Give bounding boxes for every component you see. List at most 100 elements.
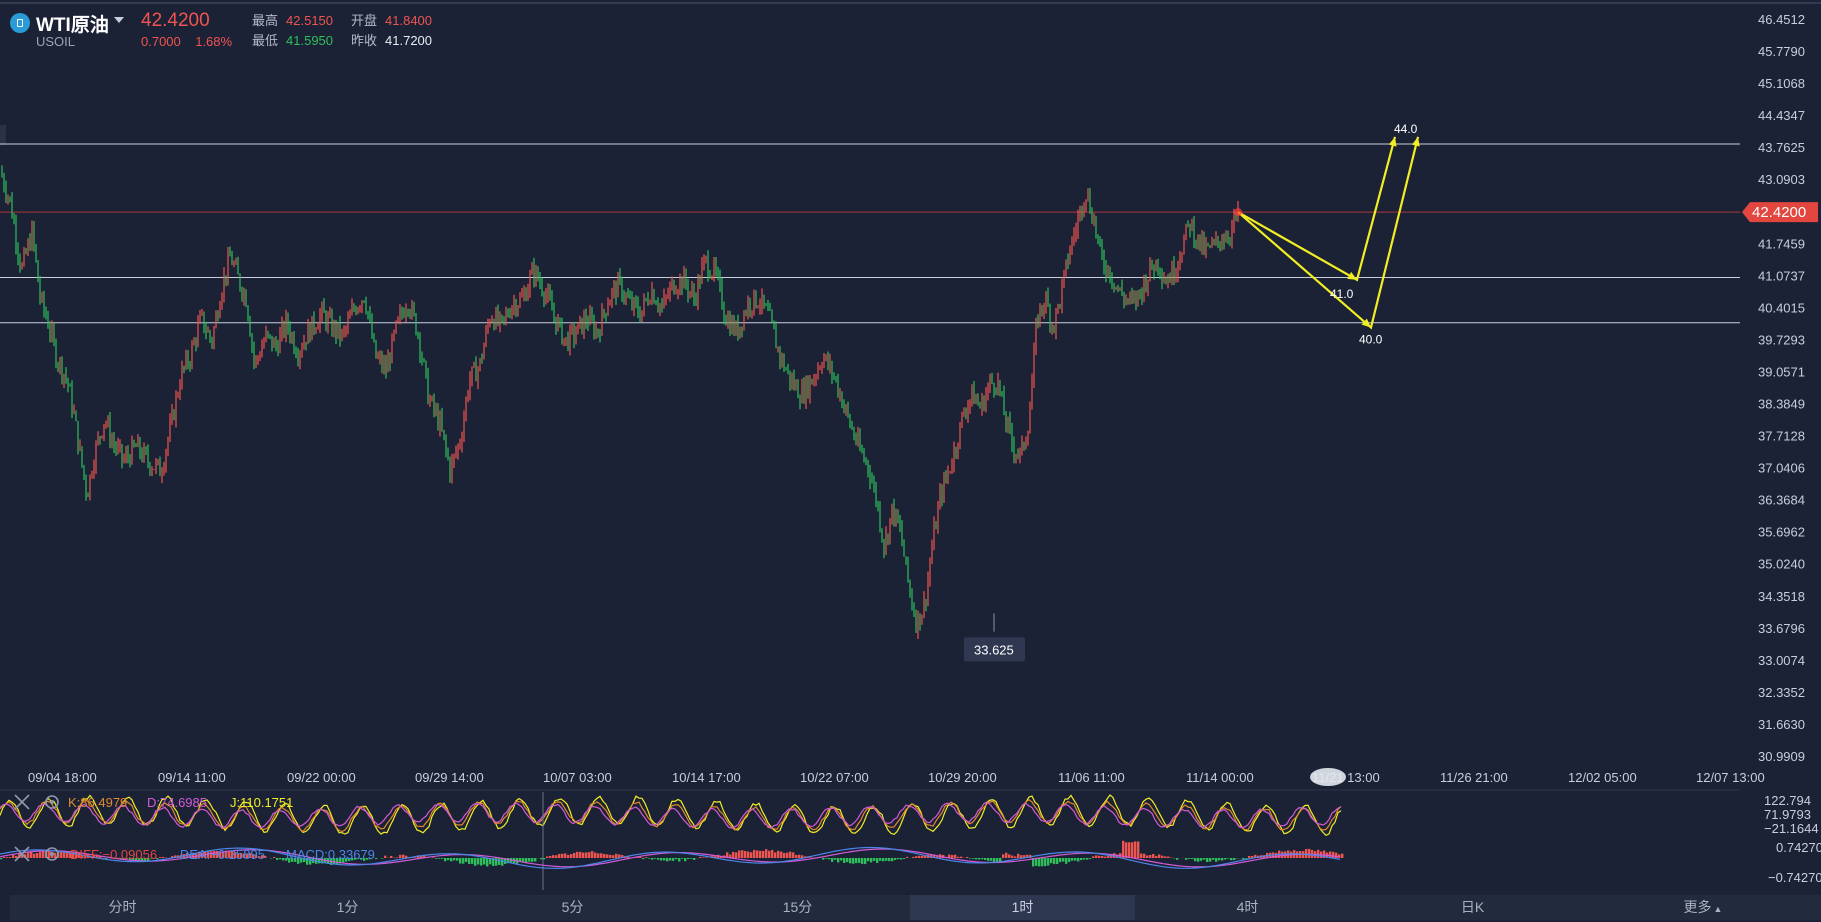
macd-bar bbox=[555, 855, 557, 858]
macd-bar bbox=[1062, 858, 1064, 862]
macd-bar bbox=[1080, 858, 1082, 860]
macd-bar bbox=[828, 858, 830, 859]
macd-bar bbox=[786, 853, 788, 858]
kdj-tick-label: 71.9793 bbox=[1764, 807, 1811, 822]
macd-bar bbox=[642, 858, 644, 859]
macd-bar bbox=[1275, 853, 1277, 858]
macd-bar bbox=[1335, 853, 1337, 858]
y-tick-label: 34.3518 bbox=[1758, 589, 1805, 604]
tab-5min[interactable]: 5分 bbox=[460, 895, 685, 920]
tab-intraday[interactable]: 分时 bbox=[10, 895, 235, 920]
macd-bar bbox=[774, 852, 776, 858]
y-tick-label: 37.7128 bbox=[1758, 429, 1805, 444]
macd-bar bbox=[1083, 858, 1085, 860]
tab-more-label: 更多 bbox=[1684, 899, 1712, 915]
macd-bar bbox=[543, 858, 545, 859]
macd-bar bbox=[279, 858, 281, 859]
macd-bar bbox=[969, 858, 971, 859]
macd-bar bbox=[852, 858, 854, 864]
price-change: 0.7000 1.68% bbox=[141, 34, 232, 49]
macd-bar bbox=[1056, 858, 1058, 864]
macd-bar bbox=[597, 853, 599, 858]
macd-bar bbox=[756, 850, 758, 858]
macd-bar bbox=[867, 858, 869, 861]
macd-bar bbox=[990, 858, 992, 861]
macd-bar bbox=[6, 857, 8, 858]
macd-bar bbox=[699, 857, 701, 858]
macd-bar bbox=[675, 858, 677, 859]
macd-bar bbox=[975, 858, 977, 859]
macd-bar bbox=[594, 853, 596, 858]
macd-bar bbox=[849, 858, 851, 863]
macd-bar bbox=[834, 858, 836, 860]
macd-bar bbox=[435, 858, 437, 859]
macd-bar bbox=[735, 852, 737, 858]
macd-bar bbox=[912, 857, 914, 858]
macd-bar bbox=[36, 853, 38, 858]
macd-bar bbox=[1086, 858, 1088, 860]
macd-bar bbox=[876, 858, 878, 863]
macd-bar bbox=[900, 858, 902, 859]
x-tick-highlight bbox=[1310, 768, 1346, 786]
macd-bar bbox=[891, 858, 893, 861]
macd-bar bbox=[783, 853, 785, 858]
macd-bar bbox=[1071, 858, 1073, 861]
macd-bar bbox=[1011, 856, 1013, 858]
macd-bar bbox=[1095, 855, 1097, 858]
macd-bar bbox=[687, 858, 689, 859]
macd-bar bbox=[396, 857, 398, 858]
macd-bar bbox=[1203, 858, 1205, 860]
y-tick-label: 31.6630 bbox=[1758, 717, 1805, 732]
macd-bar bbox=[792, 852, 794, 858]
x-tick-label: 09/14 11:00 bbox=[158, 770, 226, 785]
symbol-name[interactable]: WTI原油 bbox=[36, 10, 109, 37]
macd-value-label: MACD:0.33679 bbox=[286, 847, 375, 862]
macd-bar bbox=[471, 858, 473, 864]
macd-bar bbox=[918, 856, 920, 858]
y-tick-label: 36.3684 bbox=[1758, 493, 1805, 508]
macd-bar bbox=[540, 858, 542, 859]
y-tick-label: 45.7790 bbox=[1758, 44, 1805, 59]
macd-bar bbox=[576, 852, 578, 858]
macd-bar bbox=[525, 858, 527, 863]
macd-diff-label: DIFF:−0.09056 bbox=[70, 847, 157, 862]
macd-bar bbox=[1152, 854, 1154, 858]
tab-more[interactable]: 更多▲ bbox=[1585, 895, 1821, 920]
macd-bar bbox=[552, 855, 554, 858]
macd-bar bbox=[831, 858, 833, 862]
macd-bar bbox=[837, 858, 839, 862]
macd-bar bbox=[462, 858, 464, 864]
macd-bar bbox=[1164, 856, 1166, 858]
macd-bar bbox=[432, 857, 434, 858]
tab-1hour[interactable]: 1时 bbox=[910, 895, 1135, 920]
macd-bar bbox=[282, 858, 284, 860]
tab-4hour[interactable]: 4时 bbox=[1135, 895, 1360, 920]
macd-bar bbox=[738, 850, 740, 858]
macd-bar bbox=[444, 858, 446, 861]
symbol-code: USOIL bbox=[36, 34, 75, 49]
macd-tick-label: −0.74270 bbox=[1768, 870, 1821, 885]
macd-bar bbox=[648, 858, 650, 859]
macd-bar bbox=[1137, 842, 1139, 858]
y-tick-label: 35.0240 bbox=[1758, 557, 1805, 572]
tab-15min[interactable]: 15分 bbox=[685, 895, 910, 920]
tab-daily[interactable]: 日K bbox=[1360, 895, 1585, 920]
macd-bar bbox=[1008, 854, 1010, 858]
tab-1min[interactable]: 1分 bbox=[235, 895, 460, 920]
macd-bar bbox=[663, 858, 665, 860]
close-icon[interactable] bbox=[15, 795, 29, 809]
macd-bar bbox=[48, 851, 50, 858]
macd-bar bbox=[477, 858, 479, 864]
macd-bar bbox=[678, 858, 680, 862]
macd-bar bbox=[573, 853, 575, 858]
macd-bar bbox=[1089, 858, 1091, 859]
macd-bar bbox=[765, 849, 767, 858]
macd-bar bbox=[468, 858, 470, 864]
macd-bar bbox=[762, 851, 764, 858]
macd-bar bbox=[960, 857, 962, 858]
macd-bar bbox=[480, 858, 482, 866]
chevron-down-icon[interactable] bbox=[114, 17, 124, 23]
symbol-logo-icon bbox=[10, 13, 30, 33]
